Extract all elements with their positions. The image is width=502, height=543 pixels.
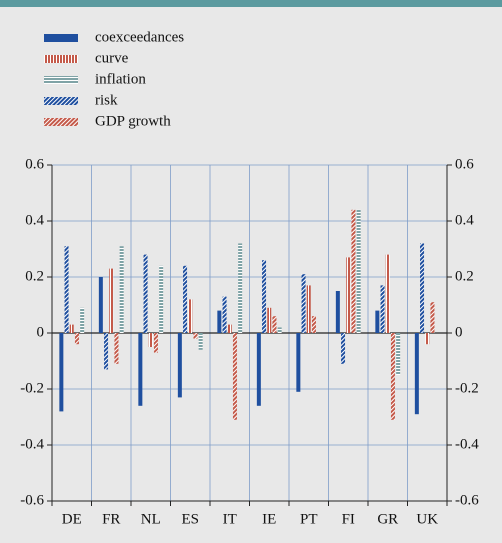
bar <box>74 333 79 345</box>
y-tick-label: -0.6 <box>20 492 44 508</box>
bar <box>143 254 148 333</box>
y-tick-label: 0.6 <box>25 156 44 172</box>
bar <box>351 209 356 333</box>
bar <box>420 243 425 333</box>
bar <box>138 333 143 406</box>
y2-tick-label: -0.6 <box>455 492 479 508</box>
y2-tick-label: 0.4 <box>455 212 474 228</box>
x-tick-label: FI <box>342 511 355 527</box>
legend-swatch <box>44 55 78 63</box>
bar <box>238 243 243 333</box>
y-tick-label: -0.4 <box>20 436 44 452</box>
bar <box>375 310 380 333</box>
top-band <box>0 0 502 7</box>
bar <box>272 316 277 333</box>
bar <box>119 246 124 333</box>
bar <box>335 291 340 333</box>
bar <box>396 333 401 375</box>
bar <box>59 333 64 412</box>
bar <box>232 333 237 420</box>
bar <box>193 333 198 339</box>
bar <box>222 296 227 333</box>
legend-swatch <box>44 34 78 42</box>
x-tick-label: FR <box>102 511 120 527</box>
bar <box>109 268 114 333</box>
bar <box>153 333 158 353</box>
x-tick-label: UK <box>416 511 438 527</box>
bar <box>311 316 316 333</box>
y2-tick-label: 0.2 <box>455 268 474 284</box>
bar <box>98 277 103 333</box>
bar <box>198 333 203 350</box>
bar <box>227 324 232 333</box>
legend-label: coexceedances <box>95 29 184 45</box>
bar <box>341 333 346 364</box>
bar <box>262 260 267 333</box>
y2-tick-label: -0.2 <box>455 380 479 396</box>
legend-label: curve <box>95 50 129 66</box>
bar <box>159 265 164 333</box>
bar <box>217 310 222 333</box>
bar <box>267 307 272 333</box>
x-tick-label: GR <box>377 511 398 527</box>
bar <box>306 285 311 333</box>
x-tick-label: PT <box>300 511 318 527</box>
bar <box>277 327 282 333</box>
y-tick-label: 0 <box>37 324 45 340</box>
bar <box>414 333 419 415</box>
y2-tick-label: 0.6 <box>455 156 474 172</box>
bar <box>356 209 361 333</box>
y2-tick-label: -0.4 <box>455 436 479 452</box>
bar <box>256 333 261 406</box>
bar <box>380 285 385 333</box>
bar <box>148 333 153 347</box>
bar <box>430 302 435 333</box>
legend-label: risk <box>95 92 118 108</box>
x-tick-label: ES <box>181 511 199 527</box>
bar <box>425 333 430 345</box>
bar <box>104 333 109 370</box>
legend-swatch <box>44 76 78 84</box>
bar <box>69 324 74 333</box>
x-tick-label: IT <box>223 511 237 527</box>
bar <box>296 333 301 392</box>
y-tick-label: 0.2 <box>25 268 44 284</box>
y-tick-label: 0.4 <box>25 212 44 228</box>
bar <box>114 333 119 364</box>
x-tick-label: NL <box>141 511 161 527</box>
bar <box>64 246 69 333</box>
bar <box>301 274 306 333</box>
legend-swatch <box>44 97 78 105</box>
bar <box>346 257 351 333</box>
bar <box>183 265 188 333</box>
bar <box>177 333 182 398</box>
y2-tick-label: 0 <box>455 324 463 340</box>
bar <box>188 299 193 333</box>
y-tick-label: -0.2 <box>20 380 44 396</box>
legend-swatch <box>44 118 78 126</box>
bar <box>80 307 85 333</box>
legend-label: GDP growth <box>95 113 171 129</box>
bar <box>385 254 390 333</box>
x-tick-label: DE <box>62 511 82 527</box>
legend-label: inflation <box>95 71 146 87</box>
bar <box>390 333 395 420</box>
x-tick-label: IE <box>262 511 276 527</box>
